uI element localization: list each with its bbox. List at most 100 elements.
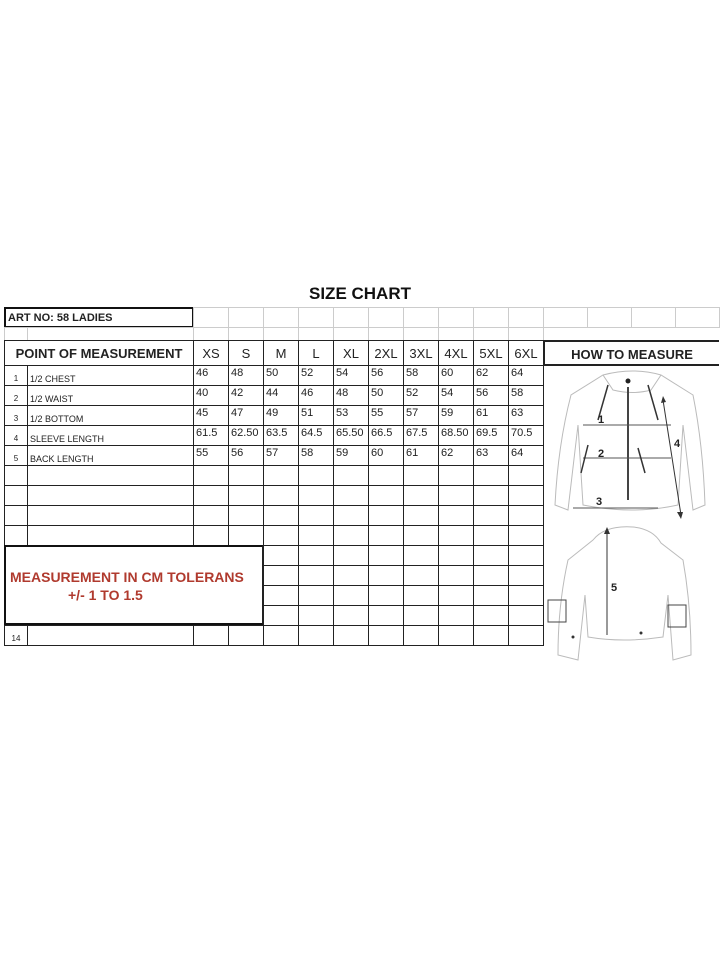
empty-cell (228, 485, 264, 506)
empty-cell (228, 307, 264, 328)
empty-cell (263, 585, 299, 606)
size-value: 56 (368, 365, 404, 386)
empty-cell (333, 625, 369, 646)
row-label: SLEEVE LENGTH (27, 425, 194, 446)
empty-cell (587, 307, 632, 328)
size-value: 64 (508, 445, 544, 466)
size-value: 42 (228, 385, 264, 406)
header-size-xl: XL (333, 340, 369, 366)
size-value: 48 (333, 385, 369, 406)
empty-cell (333, 545, 369, 566)
empty-cell (298, 505, 334, 526)
empty-cell (438, 465, 474, 486)
empty-cell (263, 545, 299, 566)
empty-cell (298, 605, 334, 626)
empty-cell (263, 307, 299, 328)
row-number: 1 (4, 365, 28, 386)
empty-cell (298, 625, 334, 646)
row-number: 2 (4, 385, 28, 406)
empty-cell (4, 327, 28, 341)
empty-cell (298, 307, 334, 328)
empty-cell (473, 585, 509, 606)
header-size-5xl: 5XL (473, 340, 509, 366)
row-label: 1/2 WAIST (27, 385, 194, 406)
empty-cell (508, 505, 544, 526)
size-value: 52 (403, 385, 439, 406)
tolerance-line-2: +/- 1 TO 1.5 (68, 587, 143, 603)
empty-cell (298, 525, 334, 546)
label-back: 5 (611, 582, 617, 594)
empty-cell (228, 625, 264, 646)
empty-cell (508, 307, 544, 328)
empty-cell (508, 545, 544, 566)
size-value: 56 (473, 385, 509, 406)
size-value: 68.50 (438, 425, 474, 446)
empty-cell (438, 485, 474, 506)
empty-cell (298, 485, 334, 506)
empty-cell (333, 525, 369, 546)
size-value: 54 (333, 365, 369, 386)
empty-cell (368, 307, 404, 328)
size-value: 46 (298, 385, 334, 406)
empty-cell (403, 585, 439, 606)
row-label: 1/2 BOTTOM (27, 405, 194, 426)
empty-cell (263, 625, 299, 646)
empty-cell (508, 327, 544, 341)
size-value: 60 (438, 365, 474, 386)
empty-cell (228, 505, 264, 526)
size-value: 46 (193, 365, 229, 386)
size-value: 56 (228, 445, 264, 466)
empty-cell (193, 505, 229, 526)
row-label: 1/2 CHEST (27, 365, 194, 386)
size-value: 57 (403, 405, 439, 426)
empty-cell (508, 605, 544, 626)
empty-cell (333, 327, 369, 341)
empty-cell (473, 485, 509, 506)
label-sleeve: 4 (674, 438, 681, 450)
row-number: 4 (4, 425, 28, 446)
empty-cell (508, 465, 544, 486)
header-size-m: M (263, 340, 299, 366)
empty-cell (4, 465, 28, 486)
size-value: 64 (508, 365, 544, 386)
size-value: 40 (193, 385, 229, 406)
empty-cell (473, 465, 509, 486)
empty-cell (438, 605, 474, 626)
empty-cell (438, 327, 474, 341)
empty-cell (473, 545, 509, 566)
empty-cell (298, 327, 334, 341)
size-value: 66.5 (368, 425, 404, 446)
empty-cell (403, 465, 439, 486)
empty-cell (228, 525, 264, 546)
size-value: 50 (368, 385, 404, 406)
empty-cell (298, 545, 334, 566)
empty-cell (298, 565, 334, 586)
empty-cell (193, 307, 229, 328)
size-value: 67.5 (403, 425, 439, 446)
tolerance-line-1: MEASUREMENT IN CM TOLERANS (10, 569, 244, 585)
empty-cell (27, 525, 194, 546)
empty-cell (473, 625, 509, 646)
size-value: 70.5 (508, 425, 544, 446)
size-value: 50 (263, 365, 299, 386)
size-value: 63 (473, 445, 509, 466)
size-value: 59 (333, 445, 369, 466)
empty-cell (368, 485, 404, 506)
empty-cell (4, 505, 28, 526)
size-value: 63 (508, 405, 544, 426)
empty-cell (508, 525, 544, 546)
empty-cell (438, 545, 474, 566)
header-size-3xl: 3XL (403, 340, 439, 366)
empty-cell (438, 525, 474, 546)
empty-cell (508, 585, 544, 606)
row-number: 5 (4, 445, 28, 466)
empty-cell (473, 307, 509, 328)
size-value: 53 (333, 405, 369, 426)
tolerance-note: MEASUREMENT IN CM TOLERANS +/- 1 TO 1.5 (4, 545, 263, 625)
size-value: 63.5 (263, 425, 299, 446)
empty-cell (403, 605, 439, 626)
size-value: 44 (263, 385, 299, 406)
art-number-cell: ART NO: 58 LADIES (4, 307, 194, 328)
empty-cell (193, 525, 229, 546)
size-value: 57 (263, 445, 299, 466)
